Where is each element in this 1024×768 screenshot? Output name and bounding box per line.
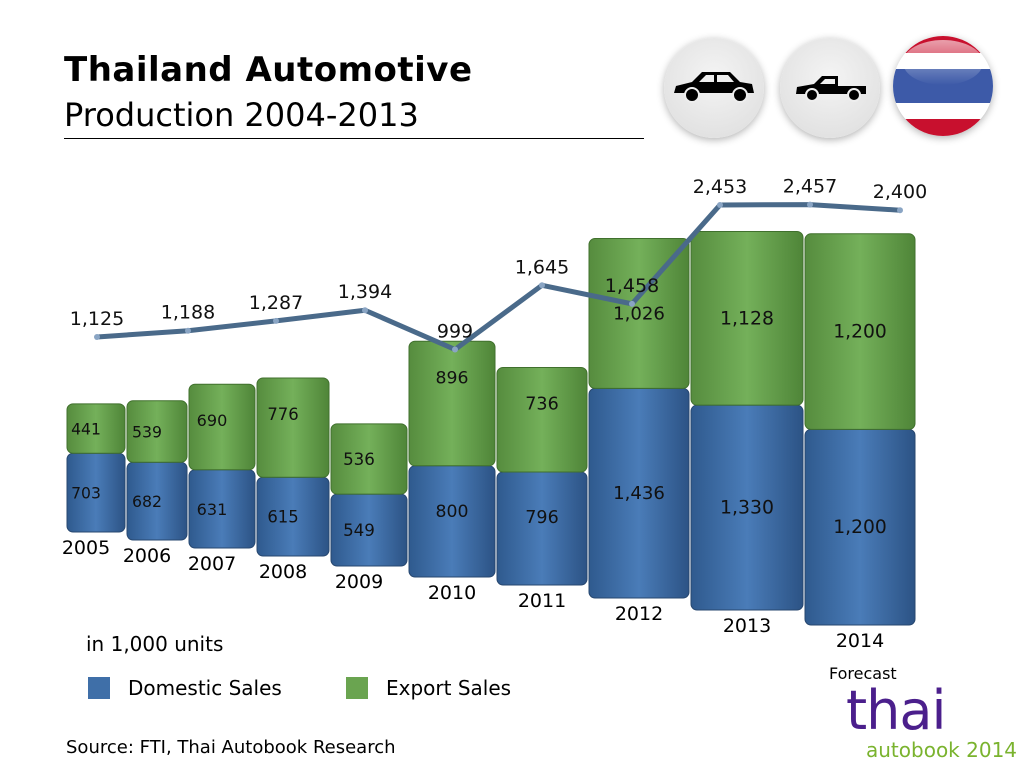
data-label-export: 1,026 [613,303,665,324]
total-point [717,201,723,208]
total-label: 1,458 [605,275,659,297]
total-label: 1,645 [515,256,569,278]
data-label-domestic: 682 [132,492,162,511]
x-tick-label: 2009 [335,571,383,593]
total-line [96,202,901,352]
bar-export [188,383,256,471]
total-label: 1,287 [249,292,303,314]
data-label-domestic: 549 [343,521,375,540]
total-point [94,333,100,340]
title-line2: Production 2004-2013 [64,96,419,134]
bar-domestic [496,471,588,586]
total-point [362,307,368,314]
data-label-export: 536 [343,450,375,469]
bar-export [256,377,330,478]
bar-export [588,238,690,389]
bar-export [804,233,916,430]
data-label-export: 1,200 [833,322,887,343]
data-label-domestic: 615 [267,508,298,527]
passenger-car-icon [664,38,764,138]
total-point [539,282,545,289]
data-label-export: 441 [71,421,101,439]
total-point [452,346,458,353]
total-label: 1,394 [338,281,392,303]
total-label: 2,457 [783,176,837,198]
bar-export [690,230,804,406]
x-tick-label: 2010 [428,582,476,604]
unit-note: in 1,000 units [86,632,224,656]
legend-label-domestic: Domestic Sales [128,676,282,700]
x-tick-label: 2008 [259,561,307,583]
data-label-export: 1,128 [720,308,774,329]
x-tick-label: 2014 [836,630,884,652]
data-label-domestic: 703 [71,485,101,503]
thailand-flag-icon [893,36,993,136]
data-label-export: 690 [197,411,228,430]
data-label-export: 736 [525,394,558,414]
bar-export [496,366,588,473]
total-label: 1,188 [161,302,215,324]
legend-label-export: Export Sales [386,676,512,700]
total-label: 999 [437,320,473,342]
total-point [897,207,903,214]
data-label-export: 539 [132,423,162,442]
bar-export [330,423,408,495]
data-label-domestic: 1,436 [613,483,665,504]
data-label-export: 776 [267,405,298,424]
source-note: Source: FTI, Thai Autobook Research [66,737,396,758]
x-tick-label: 2005 [62,537,110,559]
title-line1: Thailand Automotive [64,50,473,90]
bar-export [126,400,188,463]
data-label-export: 896 [436,368,469,388]
legend-swatch-export [346,677,368,699]
data-label-domestic: 1,200 [833,517,887,538]
total-point [273,317,279,324]
x-tick-label: 2007 [188,553,236,575]
data-label-domestic: 796 [525,508,558,528]
data-label-domestic: 1,330 [720,498,774,519]
total-label: 1,125 [70,308,124,330]
logo-autobook: autobook 2014 [866,738,1018,762]
logo-thai: thai [846,679,946,742]
total-point [629,300,635,307]
total-point [807,201,813,208]
total-label: 2,453 [693,176,747,198]
x-tick-label: 2011 [518,590,566,612]
pickup-truck-icon [780,38,880,138]
x-tick-label: 2006 [123,545,171,567]
bar-export [66,403,126,454]
data-label-domestic: 631 [197,500,228,519]
forecast-label: Forecast [829,664,897,683]
legend-swatch-domestic [88,677,110,699]
total-point [185,327,191,334]
data-label-domestic: 800 [436,502,469,522]
x-tick-label: 2013 [723,615,771,637]
bar-export [408,340,496,467]
x-tick-label: 2012 [615,603,663,625]
total-label: 2,400 [873,181,927,203]
title-rule [64,138,644,139]
